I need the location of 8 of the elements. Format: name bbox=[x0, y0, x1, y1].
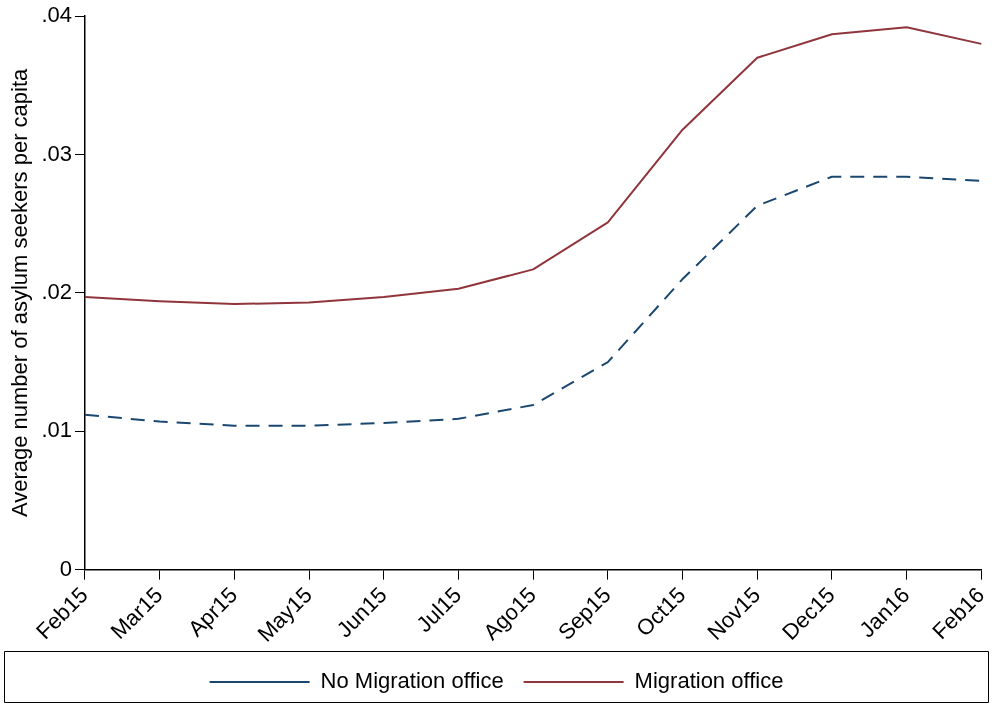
y-tick-label: .01 bbox=[41, 417, 72, 443]
y-tick-label: .04 bbox=[41, 2, 72, 28]
y-tick-label: .02 bbox=[41, 278, 72, 304]
legend-label: No Migration office bbox=[320, 668, 504, 694]
legend-label: Migration office bbox=[634, 668, 784, 694]
y-tick-label: .03 bbox=[41, 140, 72, 166]
y-axis-title: Average number of asylum seekers per capita bbox=[7, 67, 33, 518]
y-tick-label: 0 bbox=[59, 555, 72, 581]
